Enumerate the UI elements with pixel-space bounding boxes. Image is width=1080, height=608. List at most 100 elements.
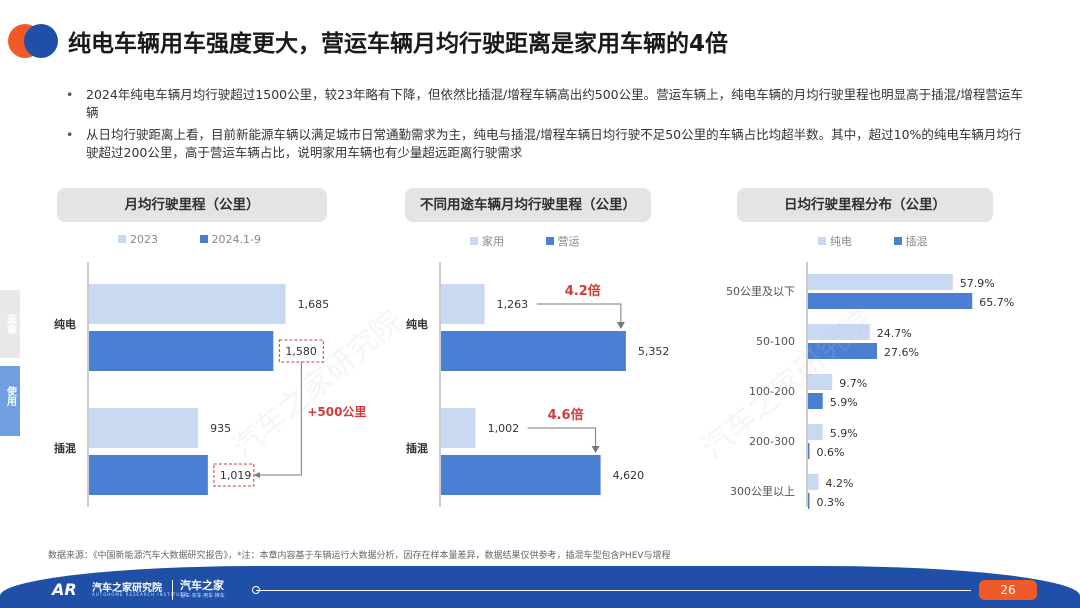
category-label: 纯电 [406, 317, 428, 331]
data-label: 1,263 [497, 298, 529, 311]
legend-swatch [818, 237, 826, 245]
chart2-svg: 纯电 1,263 5,352 插混 1,002 4,620 4.2倍 4.6倍 [406, 262, 670, 507]
category-label: 300公里以上 [730, 485, 795, 498]
bar-2024.1-9 [89, 455, 208, 495]
category-label: 插混 [54, 441, 76, 455]
legend-label: 插混 [905, 235, 928, 248]
page-title: 纯电车辆用车强度更大，营运车辆月均行驶距离是家用车辆的4倍 [68, 31, 729, 57]
bullet-item: 2024年纯电车辆月均行驶超过1500公里，较23年略有下降，但依然比插混/增程… [66, 86, 1026, 122]
bar-纯电 [808, 474, 819, 490]
footer-background [0, 566, 1080, 608]
legend-label: 家用 [482, 235, 504, 248]
data-label: 24.7% [877, 327, 912, 340]
data-label: 57.9% [960, 277, 995, 290]
legend-label: 纯电 [830, 235, 852, 248]
page-number: 26 [979, 580, 1037, 600]
legend-item: 营运 [545, 235, 580, 248]
legend-swatch [118, 235, 126, 243]
category-label: 100-200 [749, 385, 795, 398]
legend-swatch [545, 237, 554, 245]
chart3-title: 日均行驶里程分布（公里） [737, 188, 993, 222]
data-label: 5.9% [830, 427, 858, 440]
data-label: 5.9% [830, 396, 858, 409]
bar-插混 [808, 343, 877, 359]
connector-line [527, 427, 597, 447]
data-source-note: 数据来源：《中国新能源汽车大数据研究报告》，*注：本章内容基于车辆运行大数据分析… [48, 551, 671, 561]
brand-name-2: 汽车之家 [180, 579, 224, 592]
chart1-legend: 2023 2024.1-9 [118, 233, 299, 246]
data-label: 0.3% [817, 496, 845, 509]
connector-arrow-icon [616, 322, 625, 329]
data-label: 1,019 [220, 469, 252, 482]
legend-item: 家用 [470, 235, 504, 248]
bar-家用 [441, 408, 476, 448]
bullet-item: 从日均行驶距离上看，目前新能源车辆以满足城市日常通勤需求为主，纯电与插混/增程车… [66, 126, 1026, 162]
side-tab-label: 使用 [4, 386, 16, 406]
bar-2023 [89, 408, 199, 448]
data-label: 1,002 [488, 422, 520, 435]
legend-label: 2023 [130, 233, 158, 246]
bar-家用 [441, 284, 485, 324]
footer-divider-line [256, 590, 971, 591]
data-label: 935 [210, 422, 231, 435]
bar-纯电 [808, 424, 823, 440]
bar-营运 [441, 331, 626, 371]
brand-divider [172, 580, 173, 600]
legend-label: 营运 [557, 235, 580, 248]
blue-dot-icon [24, 24, 58, 58]
footer: AR 汽车之家研究院 AUTOHOME RESEARCH INSTITUTE 汽… [0, 566, 1080, 608]
bar-纯电 [808, 324, 870, 340]
connector-line [253, 362, 302, 476]
brand-logo-icon: AR [52, 580, 77, 599]
chart1-svg: 纯电 1,685 1,580 插混 935 1,019 +500公里 [54, 262, 366, 507]
legend-swatch [470, 237, 478, 245]
data-label: 4,620 [613, 469, 645, 482]
bar-2023 [89, 284, 286, 324]
bar-营运 [441, 455, 601, 495]
data-label: 0.6% [817, 446, 845, 459]
brand-subtitle-2: 看车·买车·用车·换车 [180, 593, 225, 599]
connector-arrow-icon [253, 472, 260, 478]
legend-item: 插混 [893, 235, 928, 248]
chart2-legend: 家用 营运 [470, 233, 618, 249]
side-tab-portrait: 画像 [0, 290, 20, 358]
data-label: 1,685 [298, 298, 330, 311]
chart2-title: 不同用途车辆月均行驶里程（公里） [405, 188, 651, 222]
annotation-label: 4.6倍 [548, 407, 584, 423]
chart3-svg: 50公里及以下 57.9% 65.7% 50-100 24.7% 27.6% 100-200… [726, 262, 1014, 509]
data-label: 5,352 [638, 345, 670, 358]
brand-name: 汽车之家研究院 [92, 583, 162, 594]
legend-item: 2023 [118, 233, 158, 246]
bar-插混 [808, 293, 973, 309]
legend-item: 纯电 [818, 235, 852, 248]
side-tab-label: 画像 [4, 314, 16, 334]
bar-插混 [808, 443, 810, 459]
category-label: 插混 [406, 441, 428, 455]
data-label: 4.2% [826, 477, 854, 490]
connector-arrow-icon [591, 446, 600, 453]
bar-2024.1-9 [89, 331, 274, 371]
bar-纯电 [808, 374, 833, 390]
brand-subtitle: AUTOHOME RESEARCH INSTITUTE [92, 592, 188, 597]
legend-swatch [893, 237, 902, 245]
chart1-title: 月均行驶里程（公里） [57, 188, 327, 222]
data-label: 1,580 [285, 345, 317, 358]
bar-插混 [808, 393, 823, 409]
bar-插混 [808, 493, 810, 509]
connector-line [536, 303, 622, 323]
bullet-list: 2024年纯电车辆月均行驶超过1500公里，较23年略有下降，但依然比插混/增程… [66, 86, 1026, 166]
legend-swatch [199, 235, 208, 243]
data-label: 65.7% [979, 296, 1014, 309]
data-label: 9.7% [839, 377, 867, 390]
side-tab-usage: 使用 [0, 366, 20, 436]
category-label: 纯电 [54, 317, 76, 331]
annotation-label: +500公里 [307, 404, 366, 419]
chart3-legend: 纯电 插混 [818, 233, 966, 249]
category-label: 50公里及以下 [726, 285, 795, 298]
legend-item: 2024.1-9 [199, 233, 261, 246]
data-label: 27.6% [884, 346, 919, 359]
legend-label: 2024.1-9 [211, 233, 261, 246]
bar-纯电 [808, 274, 953, 290]
title-logo-dots [8, 22, 60, 60]
category-label: 50-100 [756, 335, 795, 348]
